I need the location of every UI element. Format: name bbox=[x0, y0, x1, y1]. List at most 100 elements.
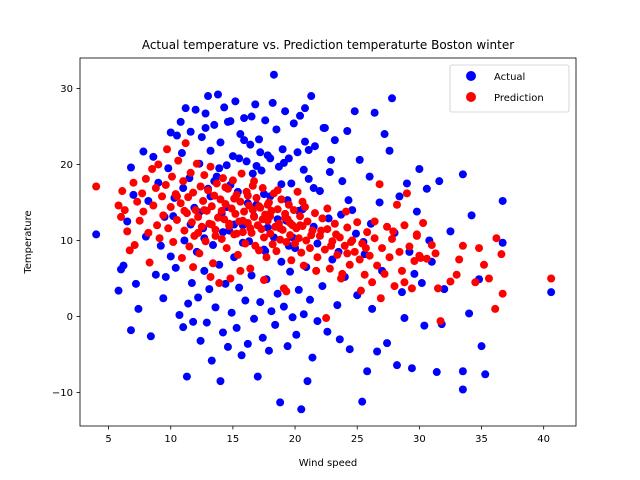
actual-point bbox=[309, 184, 318, 193]
actual-point bbox=[255, 135, 264, 144]
x-tick-label: 15 bbox=[227, 434, 240, 445]
actual-point bbox=[383, 339, 392, 348]
prediction-point bbox=[118, 187, 127, 196]
actual-point bbox=[176, 117, 185, 126]
actual-point bbox=[477, 342, 486, 351]
actual-point bbox=[333, 301, 342, 310]
actual-point bbox=[355, 155, 364, 164]
prediction-point bbox=[240, 207, 249, 216]
prediction-point bbox=[370, 217, 379, 226]
actual-point bbox=[216, 377, 225, 386]
actual-point bbox=[318, 282, 327, 291]
prediction-point bbox=[209, 259, 218, 268]
actual-point bbox=[166, 252, 175, 261]
actual-point bbox=[146, 332, 155, 341]
prediction-point bbox=[151, 184, 160, 193]
prediction-point bbox=[322, 314, 331, 323]
actual-point bbox=[248, 169, 257, 178]
prediction-point bbox=[187, 218, 196, 227]
prediction-point bbox=[189, 263, 198, 272]
prediction-point bbox=[176, 199, 185, 208]
actual-point bbox=[247, 271, 256, 280]
actual-point bbox=[220, 103, 229, 112]
prediction-point bbox=[378, 244, 387, 253]
prediction-point bbox=[226, 274, 235, 283]
actual-point bbox=[458, 385, 467, 394]
actual-point bbox=[279, 302, 288, 311]
prediction-point bbox=[320, 245, 329, 254]
legend-marker-actual bbox=[466, 71, 476, 81]
actual-point bbox=[179, 184, 188, 193]
actual-point bbox=[292, 330, 301, 339]
prediction-point bbox=[350, 247, 359, 256]
prediction-point bbox=[145, 258, 154, 267]
prediction-point bbox=[250, 212, 259, 221]
prediction-point bbox=[273, 186, 282, 195]
prediction-point bbox=[419, 218, 428, 227]
actual-point bbox=[222, 161, 231, 170]
actual-point bbox=[223, 342, 232, 351]
actual-point bbox=[191, 105, 200, 114]
actual-point bbox=[268, 98, 277, 107]
actual-point bbox=[202, 318, 211, 327]
actual-point bbox=[277, 257, 286, 266]
actual-point bbox=[323, 327, 332, 336]
actual-point bbox=[131, 279, 140, 288]
actual-point bbox=[465, 309, 474, 318]
prediction-point bbox=[199, 196, 208, 205]
prediction-point bbox=[161, 180, 170, 189]
actual-point bbox=[269, 70, 278, 79]
actual-point bbox=[277, 180, 286, 189]
prediction-point bbox=[307, 231, 316, 240]
prediction-point bbox=[281, 209, 290, 218]
prediction-point bbox=[250, 177, 259, 186]
prediction-point bbox=[347, 238, 355, 246]
prediction-point bbox=[333, 250, 342, 259]
prediction-point bbox=[177, 253, 186, 262]
prediction-point bbox=[262, 253, 271, 262]
actual-point bbox=[126, 326, 135, 335]
prediction-point bbox=[167, 172, 176, 181]
prediction-point bbox=[392, 200, 401, 209]
actual-point bbox=[242, 157, 251, 166]
prediction-point bbox=[164, 224, 173, 233]
prediction-point bbox=[125, 246, 134, 255]
prediction-point bbox=[452, 270, 461, 279]
actual-point bbox=[395, 192, 404, 201]
actual-point bbox=[304, 146, 313, 154]
prediction-point bbox=[189, 188, 198, 197]
prediction-point bbox=[458, 241, 467, 250]
prediction-point bbox=[388, 234, 397, 243]
prediction-point bbox=[213, 213, 222, 222]
prediction-point bbox=[484, 274, 493, 283]
prediction-point bbox=[120, 206, 129, 215]
prediction-point bbox=[390, 282, 399, 291]
actual-point bbox=[301, 104, 309, 113]
actual-point bbox=[297, 405, 306, 414]
actual-point bbox=[263, 223, 272, 232]
actual-point bbox=[279, 158, 288, 167]
x-axis-ticks: 5 10 15 20 25 30 35 40 bbox=[105, 426, 550, 445]
prediction-point bbox=[302, 236, 311, 245]
prediction-point bbox=[258, 215, 267, 224]
x-tick-label: 40 bbox=[537, 434, 550, 445]
actual-point bbox=[119, 261, 128, 270]
prediction-point bbox=[431, 249, 440, 258]
prediction-point bbox=[197, 222, 206, 231]
actual-point bbox=[256, 148, 265, 157]
actual-point bbox=[402, 179, 411, 188]
legend-box bbox=[449, 64, 570, 113]
actual-point bbox=[184, 299, 193, 308]
prediction-point bbox=[135, 216, 144, 225]
actual-point bbox=[166, 128, 175, 137]
actual-point bbox=[126, 163, 135, 172]
prediction-point bbox=[297, 248, 306, 257]
actual-point bbox=[400, 314, 409, 323]
prediction-point bbox=[218, 174, 227, 183]
prediction-point bbox=[370, 234, 379, 243]
actual-point bbox=[276, 398, 285, 407]
actual-point bbox=[259, 190, 268, 199]
prediction-point bbox=[298, 197, 307, 206]
prediction-point bbox=[246, 224, 255, 233]
actual-point bbox=[467, 211, 476, 220]
